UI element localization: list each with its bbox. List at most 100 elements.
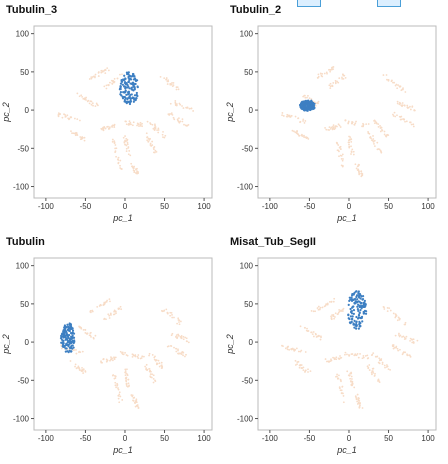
background-point xyxy=(97,75,100,77)
background-point xyxy=(132,397,135,399)
highlight-point xyxy=(130,82,134,86)
background-point xyxy=(185,106,188,109)
background-point xyxy=(383,364,386,367)
background-point xyxy=(341,159,344,162)
background-point xyxy=(357,356,360,359)
background-point xyxy=(344,353,346,356)
background-point xyxy=(125,147,128,150)
background-point xyxy=(108,84,110,86)
background-point xyxy=(180,337,183,340)
highlight-point xyxy=(357,303,360,306)
background-point xyxy=(297,117,300,120)
background-point xyxy=(410,123,413,126)
background-point xyxy=(126,141,129,144)
scatter-plot-3[interactable]: -100 -50 0 50 100 100 50 0 -50 -100 pc_1 pc_2 xyxy=(0,232,224,464)
background-point xyxy=(323,72,326,75)
background-point xyxy=(119,305,122,308)
background-point xyxy=(376,141,379,144)
background-point xyxy=(137,123,140,126)
background-point xyxy=(317,73,320,76)
background-point xyxy=(389,368,392,371)
background-point xyxy=(96,103,99,106)
background-point xyxy=(173,346,175,349)
background-point xyxy=(128,150,131,152)
background-point xyxy=(83,136,86,139)
background-point xyxy=(392,347,395,350)
background-point xyxy=(121,353,124,355)
background-point xyxy=(357,399,360,402)
background-point xyxy=(411,106,414,108)
background-point xyxy=(154,124,156,127)
highlight-point xyxy=(69,325,73,328)
background-point xyxy=(117,394,120,397)
background-point xyxy=(102,304,105,306)
background-point xyxy=(362,122,364,125)
background-point xyxy=(149,137,151,140)
background-point xyxy=(350,140,353,143)
background-point xyxy=(357,169,360,172)
background-point xyxy=(124,143,126,146)
background-point xyxy=(119,164,121,167)
background-point xyxy=(329,70,332,73)
background-point xyxy=(120,167,123,170)
background-point xyxy=(351,120,353,123)
background-point xyxy=(316,77,319,79)
background-point xyxy=(338,374,340,377)
background-point xyxy=(282,345,284,347)
background-point xyxy=(334,81,337,84)
highlight-point xyxy=(129,101,132,104)
background-point xyxy=(330,358,332,361)
highlight-point xyxy=(130,93,133,96)
background-point xyxy=(330,317,333,320)
background-point xyxy=(152,374,155,377)
background-point xyxy=(379,130,382,133)
background-point xyxy=(378,148,381,151)
background-point xyxy=(361,173,364,175)
background-point xyxy=(393,81,396,84)
background-point xyxy=(124,351,126,354)
background-point xyxy=(124,371,126,374)
scatter-plot-2[interactable]: -100 -50 0 50 100 100 50 0 -50 -100 pc_1 pc_2 xyxy=(224,0,448,232)
background-point xyxy=(372,371,375,374)
background-point xyxy=(358,406,361,409)
highlight-point xyxy=(356,307,360,311)
highlight-point xyxy=(133,94,137,97)
highlight-point xyxy=(352,322,355,325)
highlight-point xyxy=(358,320,361,323)
highlight-point xyxy=(310,103,313,107)
background-point xyxy=(380,358,383,360)
background-point xyxy=(133,171,136,174)
background-point xyxy=(381,363,384,366)
highlight-point xyxy=(62,329,65,332)
background-point xyxy=(387,134,390,137)
highlight-point xyxy=(355,321,358,324)
scatter-plot-4[interactable]: -100 -50 0 50 100 100 50 0 -50 -100 pc_1 pc_2 xyxy=(224,232,448,464)
highlight-point xyxy=(66,323,69,326)
background-point xyxy=(332,124,335,127)
background-point xyxy=(353,123,356,126)
background-point xyxy=(88,102,91,105)
legend-swatch-2[interactable] xyxy=(377,0,401,7)
background-point xyxy=(348,145,351,148)
background-point xyxy=(317,100,320,103)
background-point xyxy=(382,74,385,76)
highlight-point xyxy=(350,296,353,299)
background-point xyxy=(113,309,116,312)
background-point xyxy=(340,164,343,167)
background-point xyxy=(373,375,376,377)
background-point xyxy=(131,355,134,358)
background-point xyxy=(368,364,371,366)
highlight-point xyxy=(60,338,63,341)
highlight-point xyxy=(300,107,304,110)
background-point xyxy=(152,127,155,130)
background-point xyxy=(349,380,352,382)
background-point xyxy=(107,313,110,316)
legend-swatch-1[interactable] xyxy=(297,0,321,7)
background-point xyxy=(321,73,324,75)
background-point xyxy=(285,115,288,118)
highlight-points xyxy=(298,99,316,112)
scatter-plot-1[interactable]: -100 -50 0 50 100 100 50 0 -50 -100 pc_1 pc_2 xyxy=(0,0,224,232)
background-point xyxy=(125,144,128,147)
highlight-point xyxy=(67,345,70,348)
background-point xyxy=(106,359,109,362)
